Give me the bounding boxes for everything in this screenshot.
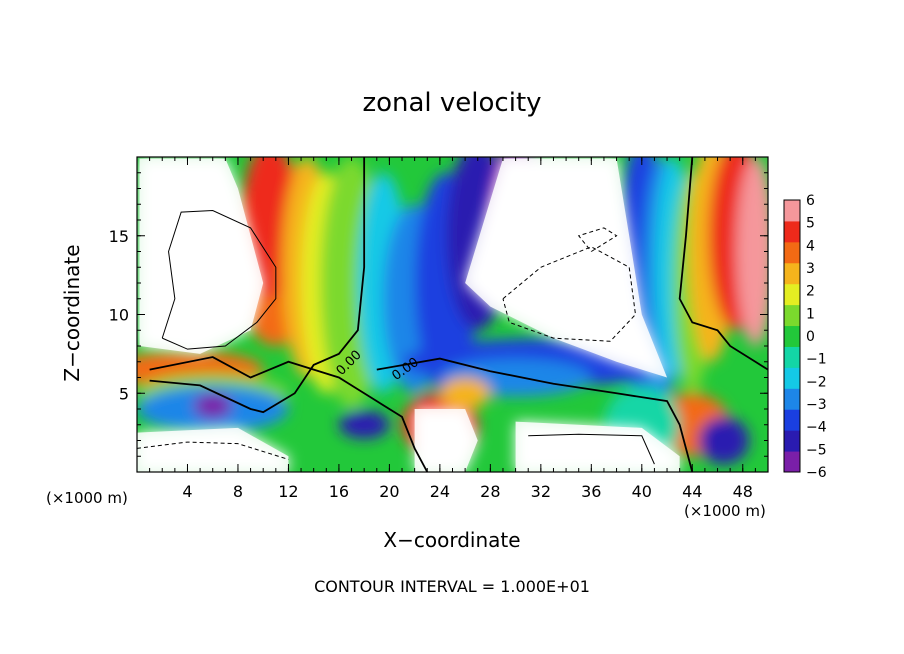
x-tick-label: 24 (430, 482, 450, 501)
x-axis-label: X−coordinate (383, 528, 521, 552)
x-tick-label: 20 (379, 482, 399, 501)
colorbar-tick-label: −3 (806, 397, 827, 413)
x-tick-label: 4 (182, 482, 192, 501)
contour-line (577, 227, 618, 252)
x-tick-label: 16 (329, 482, 349, 501)
x-tick-label: 28 (480, 482, 500, 501)
x-tick-label: 36 (581, 482, 601, 501)
x-unit-label-left: (×1000 m) (46, 489, 128, 507)
heatmap-blob (193, 393, 232, 419)
contour-line (149, 356, 429, 472)
heatmap-blob (698, 416, 750, 465)
y-axis-label: Z−coordinate (60, 244, 84, 382)
colorbar-swatch (784, 451, 800, 473)
contour-line (528, 433, 655, 465)
y-tick-label: 5 (119, 384, 129, 403)
heatmap-blob (338, 410, 390, 439)
x-tick-label: 8 (233, 482, 243, 501)
colorbar-tick-label: 1 (806, 306, 815, 322)
contour-line (376, 357, 694, 472)
saturated-region-core (139, 158, 264, 354)
colorbar-tick-label: 2 (806, 284, 815, 300)
saturated-region-core (137, 427, 289, 472)
y-tick-label: 15 (109, 227, 129, 246)
saturated-region-core (414, 409, 478, 472)
saturated-region-core (515, 421, 680, 472)
colorbar-frame (783, 199, 801, 473)
colorbar-swatch (784, 346, 800, 368)
x-tick-label: 40 (632, 482, 652, 501)
colorbar-swatch (784, 388, 800, 410)
contour-lines (137, 157, 768, 472)
colorbar-swatch (784, 325, 800, 347)
colorbar-swatch (784, 262, 800, 285)
colorbar-tick-label: −6 (806, 465, 827, 481)
colorbar-tick-label: 3 (806, 261, 815, 277)
x-tick-label: 44 (682, 482, 702, 501)
heatmap-field (137, 157, 768, 472)
x-tick-label: 32 (531, 482, 551, 501)
colorbar-swatch (784, 430, 800, 452)
x-unit-label-right: (×1000 m) (684, 502, 766, 520)
colorbar-tick-label: −5 (806, 442, 827, 458)
colorbar-tick-label: −1 (806, 352, 827, 368)
colorbar-swatch (784, 304, 800, 327)
heatmap-blob (439, 377, 491, 409)
contour-line (161, 210, 277, 350)
colorbar-swatch (784, 220, 800, 243)
y-tick-label: 10 (109, 306, 129, 325)
colorbar-swatch (784, 367, 800, 389)
colorbar-swatch (784, 283, 800, 306)
colorbar-tick-label: −4 (806, 420, 827, 436)
contour-line (137, 441, 289, 460)
colorbar: 6 5 4 3 2 1 0 −1 −2 −3 −4 −5 −6 (783, 193, 827, 481)
x-tick-label: 48 (733, 482, 753, 501)
colorbar-tick-label: 6 (806, 193, 815, 209)
heatmap-blob (736, 157, 768, 346)
colorbar-swatch (784, 200, 800, 222)
contour-interval-note: CONTOUR INTERVAL = 1.000E+01 (314, 577, 590, 596)
colorbar-swatch (784, 409, 800, 431)
contour-line (678, 157, 768, 371)
x-tick-label: 12 (278, 482, 298, 501)
colorbar-tick-label: 4 (806, 238, 815, 254)
colorbar-tick-label: 0 (806, 329, 815, 345)
colorbar-swatch (784, 241, 800, 264)
colorbar-tick-label: −2 (806, 374, 827, 390)
colorbar-tick-label: 5 (806, 216, 815, 232)
contour-line (149, 157, 366, 414)
chart-title: zonal velocity (362, 88, 542, 118)
saturated-region-core (465, 158, 668, 378)
